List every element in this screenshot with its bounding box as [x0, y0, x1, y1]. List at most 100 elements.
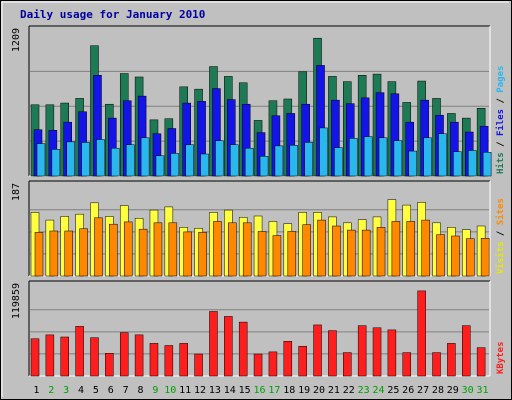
x-tick-9: 9 — [152, 385, 158, 396]
bar-pages-24 — [378, 137, 388, 177]
series-axis-label-part: / — [496, 136, 506, 152]
bar-kbytes-3 — [60, 336, 69, 377]
bar-sites-17 — [272, 235, 282, 277]
x-tick-8: 8 — [138, 385, 144, 396]
bar-pages-26 — [408, 150, 418, 177]
bar-kbytes-20 — [313, 324, 322, 377]
bar-pages-27 — [423, 137, 432, 177]
bar-sites-22 — [347, 229, 356, 277]
x-tick-1: 1 — [33, 385, 39, 396]
bar-pages-6 — [111, 147, 120, 177]
x-tick-11: 11 — [179, 385, 191, 396]
bar-kbytes-28 — [432, 352, 441, 377]
x-tick-3: 3 — [63, 385, 69, 396]
bar-sites-3 — [64, 230, 73, 277]
series-kbytes — [30, 290, 486, 377]
bar-pages-7 — [125, 144, 135, 177]
series-axis-label-part: Visits — [495, 241, 506, 274]
bar-sites-7 — [123, 221, 133, 277]
bar-pages-29 — [453, 151, 462, 177]
x-tick-30: 30 — [462, 385, 474, 396]
bar-sites-1 — [34, 232, 44, 277]
bar-kbytes-18 — [283, 341, 293, 377]
bar-sites-21 — [332, 225, 341, 277]
bar-pages-31 — [482, 152, 492, 177]
bar-sites-26 — [406, 221, 416, 277]
bar-sites-23 — [361, 229, 371, 277]
bar-pages-25 — [393, 140, 403, 177]
bar-kbytes-4 — [75, 326, 84, 377]
bar-kbytes-19 — [298, 345, 307, 377]
bar-sites-14 — [228, 222, 237, 277]
x-tick-20: 20 — [313, 385, 325, 396]
x-tick-29: 29 — [447, 385, 459, 396]
x-tick-19: 19 — [298, 385, 310, 396]
bar-sites-19 — [302, 224, 311, 277]
bar-pages-9 — [155, 155, 165, 177]
series-axis-label-part: Files — [495, 109, 506, 136]
x-tick-18: 18 — [283, 385, 295, 396]
bar-kbytes-11 — [179, 343, 188, 377]
bar-sites-29 — [451, 235, 460, 277]
x-tick-14: 14 — [224, 385, 236, 396]
bar-kbytes-24 — [372, 327, 382, 377]
bar-pages-19 — [304, 142, 313, 177]
bar-kbytes-27 — [417, 290, 426, 377]
bar-kbytes-26 — [402, 352, 412, 377]
panel-hits: 1209 Hits / Files / Pages — [11, 25, 506, 177]
bar-kbytes-17 — [268, 351, 278, 377]
series-axis-label-part: Sites — [495, 198, 506, 225]
bar-sites-16 — [257, 231, 267, 277]
bar-kbytes-30 — [462, 325, 471, 377]
bar-sites-4 — [79, 228, 88, 277]
chart-title: Daily usage for January 2010 — [20, 8, 205, 21]
x-tick-7: 7 — [123, 385, 129, 396]
x-tick-13: 13 — [209, 385, 221, 396]
series-axis-label-part: / — [496, 93, 506, 109]
bar-pages-21 — [334, 147, 343, 177]
x-tick-16: 16 — [253, 385, 265, 396]
y-max-label: 119859 — [11, 283, 22, 319]
bar-sites-24 — [376, 227, 386, 277]
bar-kbytes-12 — [194, 353, 203, 377]
bar-pages-28 — [438, 133, 447, 177]
y-max-label: 1209 — [11, 28, 22, 52]
bar-pages-10 — [170, 153, 180, 177]
bar-kbytes-15 — [238, 321, 248, 377]
x-tick-17: 17 — [268, 385, 280, 396]
bar-sites-31 — [480, 238, 490, 277]
panel-visits: 187 Visits / Sites — [11, 180, 506, 277]
bar-pages-13 — [215, 140, 224, 177]
series-axis-label-part: Pages — [496, 66, 506, 93]
series-axis-label-part: / — [496, 225, 506, 241]
x-tick-31: 31 — [477, 385, 489, 396]
bar-pages-18 — [289, 145, 299, 177]
series-sites — [34, 217, 490, 277]
x-tick-26: 26 — [402, 385, 414, 396]
bar-kbytes-2 — [45, 334, 55, 377]
y-max-label: 187 — [11, 183, 22, 201]
chart-panels: 1209 Hits / Files / Pages 187 Visits / Site… — [11, 25, 506, 377]
series-pages — [36, 127, 492, 177]
series-axis-label: Visits / Sites — [495, 198, 506, 274]
x-tick-23: 23 — [358, 385, 370, 396]
bar-kbytes-23 — [357, 325, 367, 377]
bar-pages-4 — [81, 142, 90, 177]
bar-sites-8 — [138, 228, 148, 277]
bar-sites-6 — [109, 223, 118, 277]
panel-kbytes: 119859 KBytes — [11, 280, 506, 377]
bar-pages-23 — [363, 136, 373, 177]
bar-sites-11 — [183, 231, 192, 277]
x-tick-6: 6 — [108, 385, 114, 396]
bar-sites-12 — [198, 232, 207, 277]
bar-kbytes-14 — [224, 316, 233, 377]
bar-sites-13 — [213, 221, 222, 277]
bar-kbytes-29 — [447, 343, 456, 377]
series-axis-label: KBytes — [496, 341, 506, 374]
series-axis-label-part: Hits — [495, 152, 506, 174]
bar-kbytes-31 — [476, 347, 486, 377]
bar-kbytes-9 — [149, 343, 159, 377]
bar-pages-3 — [66, 141, 75, 177]
x-tick-15: 15 — [239, 385, 251, 396]
